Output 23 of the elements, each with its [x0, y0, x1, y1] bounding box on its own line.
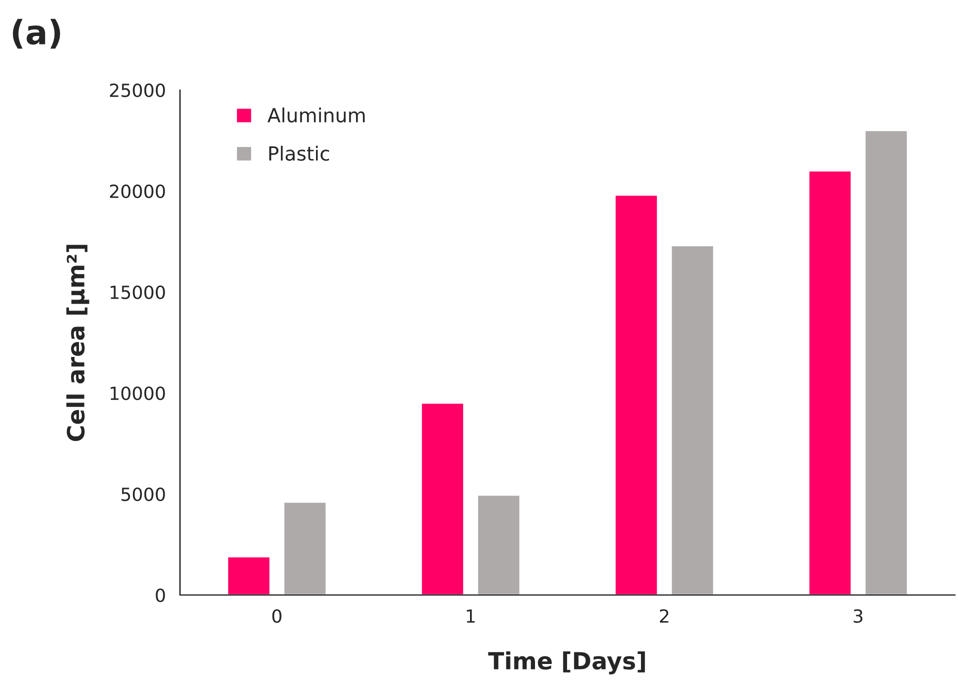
bar [864, 130, 908, 595]
x-tick-label: 0 [272, 609, 282, 623]
x-axis-title: Time [Days] [488, 651, 645, 674]
x-tick-label: 1 [466, 609, 475, 623]
chart-title: (a) [12, 18, 60, 49]
bar [420, 402, 465, 595]
x-tick-label: 2 [660, 609, 668, 623]
y-tick-label: 5000 [122, 487, 165, 502]
bar [808, 170, 852, 595]
y-axis-title: Cell area [μm²] [66, 244, 90, 442]
legend-label: Plastic [269, 146, 330, 161]
bar [670, 244, 714, 595]
y-tick-label: 0 [156, 588, 165, 602]
y-tick-label: 20000 [110, 184, 165, 198]
legend-label: Aluminum [268, 108, 365, 123]
bar [282, 501, 327, 595]
y-tick-label: 25000 [110, 83, 165, 98]
x-tick-label: 3 [854, 609, 862, 623]
bar [226, 556, 271, 595]
bar [614, 194, 658, 595]
y-tick-label: 15000 [110, 285, 165, 300]
y-tick-label: 10000 [110, 386, 165, 400]
bar [476, 494, 521, 595]
